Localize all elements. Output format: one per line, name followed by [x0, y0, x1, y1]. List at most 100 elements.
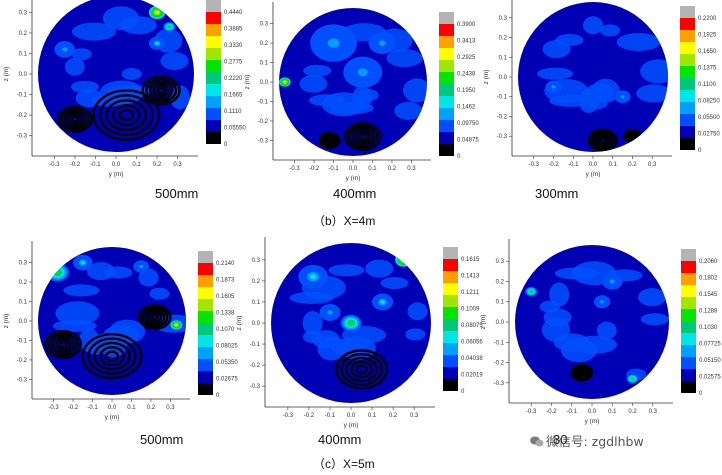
legend-label: 0.02019 — [461, 373, 483, 379]
contour-patch — [638, 288, 667, 307]
contour-patch — [63, 284, 100, 297]
contour-patch — [120, 16, 157, 35]
legend-label: 0.1925 — [698, 33, 717, 39]
legend-label: 0.05550 — [224, 126, 246, 132]
low-contour-ring — [355, 364, 368, 375]
high-contour-blob — [609, 279, 615, 284]
legend-swatch — [439, 120, 454, 132]
legend-label: 0.1802 — [699, 276, 718, 282]
low-contour-ring — [92, 89, 161, 141]
contour-patch — [64, 57, 85, 76]
legend-swatch — [439, 60, 454, 72]
legend-label: 0 — [461, 389, 465, 395]
contour-patch — [537, 67, 574, 80]
legend-label: 0.07725 — [699, 342, 721, 348]
low-contour-ring — [574, 366, 590, 379]
legend-swatch — [439, 36, 454, 48]
y-tick-label: 0.1 — [260, 61, 269, 67]
contour-patch — [380, 277, 409, 290]
legend-swatch — [206, 24, 221, 36]
legend-label: 0.1462 — [457, 105, 476, 111]
legend-swatch — [680, 18, 695, 30]
legend-swatch — [439, 24, 454, 36]
x-axis-label: y (m) — [109, 171, 124, 178]
low-contour-ring — [340, 352, 383, 386]
low-contour-ring — [629, 133, 636, 139]
x-tick-label: 0.2 — [389, 413, 398, 419]
legend-swatch — [439, 144, 454, 156]
legend-swatch — [681, 261, 696, 273]
legend-swatch — [443, 355, 458, 367]
legend-label: 0 — [699, 391, 703, 397]
y-tick-label: 0.0 — [19, 72, 28, 78]
legend-swatch — [439, 84, 454, 96]
legend-colorbar: 0.2140 0.1873 0.1605 0.1338 0.1070 0.08025 0.0… — [198, 251, 238, 399]
legend-label: 0.09750 — [457, 121, 479, 127]
y-tick-label: 0.3 — [252, 258, 261, 264]
low-contour-ring — [326, 137, 333, 144]
legend-swatch — [198, 287, 213, 299]
y-tick-label: 0.2 — [260, 41, 269, 47]
legend-swatch — [439, 72, 454, 84]
contour-patch — [583, 16, 603, 35]
y-tick-label: -0.2 — [494, 361, 505, 367]
x-tick-label: -0.2 — [70, 162, 81, 168]
x-axis-label: y (m) — [346, 175, 361, 182]
legend-label: 0.1110 — [224, 109, 242, 115]
legend-label: 0.1100 — [698, 82, 717, 88]
low-contour-ring — [576, 368, 588, 377]
low-contour-ring — [118, 108, 135, 122]
low-contour-ring — [57, 105, 93, 133]
low-contour-ring — [144, 308, 166, 326]
legend-label: 0.1375 — [698, 66, 717, 72]
x-tick-label: -0.2 — [304, 413, 315, 419]
high-contour-blob — [139, 264, 144, 269]
legend-swatch — [198, 299, 213, 311]
y-tick-label: -0.1 — [17, 338, 28, 344]
legend-swatch — [198, 323, 213, 335]
high-contour-blob — [155, 11, 159, 14]
contour-field — [537, 16, 668, 152]
legend-label: 0.1338 — [216, 311, 235, 317]
low-contour-ring — [570, 363, 594, 382]
legend-colorbar: 0.2060 0.1802 0.1545 0.1288 0.1030 0.07725 0.0… — [681, 249, 721, 397]
legend-swatch — [439, 96, 454, 108]
legend-label: 0.1211 — [461, 290, 480, 296]
x-tick-label: 0.3 — [407, 166, 416, 172]
legend-label: 0.3330 — [224, 43, 243, 49]
low-contour-ring — [593, 132, 613, 148]
watermark: 微信号: zgdlhbw — [530, 431, 644, 450]
contour-field — [44, 254, 186, 380]
legend-label: 0.2200 — [698, 16, 717, 22]
legend-label: 0.1650 — [698, 49, 717, 55]
y-tick-label: 0.0 — [499, 75, 508, 81]
low-contour-ring — [578, 369, 586, 376]
y-tick-label: -0.2 — [250, 363, 261, 369]
x-tick-label: -0.2 — [548, 162, 559, 168]
legend-label: 0.1605 — [216, 294, 235, 300]
low-contour-ring — [345, 356, 378, 382]
x-tick-label: 0.2 — [628, 409, 637, 415]
low-contour-ring — [70, 115, 80, 123]
x-tick-label: 0.2 — [147, 405, 156, 411]
legend-label: 0.05500 — [698, 115, 720, 121]
label-b-300: 300mm — [535, 186, 579, 201]
contour-patch — [402, 78, 427, 103]
legend-label: 0.1545 — [699, 292, 718, 298]
label-c-400: 400mm — [318, 432, 362, 447]
contour-field — [289, 253, 428, 390]
low-contour-ring — [98, 94, 154, 136]
y-tick-label: 0.1 — [252, 300, 261, 306]
legend-swatch — [206, 48, 221, 60]
x-tick-label: 0.0 — [349, 166, 358, 172]
high-contour-blob — [357, 68, 368, 77]
legend-label: 0.08075 — [461, 323, 483, 329]
low-contour-ring — [347, 124, 378, 149]
legend-label: 0 — [224, 142, 228, 148]
legend-label: 0.08025 — [216, 344, 238, 350]
legend-label: 0.3900 — [457, 22, 476, 28]
low-contour-ring — [81, 332, 143, 380]
y-tick-label: -0.3 — [17, 377, 28, 383]
legend-label: 0.2220 — [224, 76, 243, 82]
